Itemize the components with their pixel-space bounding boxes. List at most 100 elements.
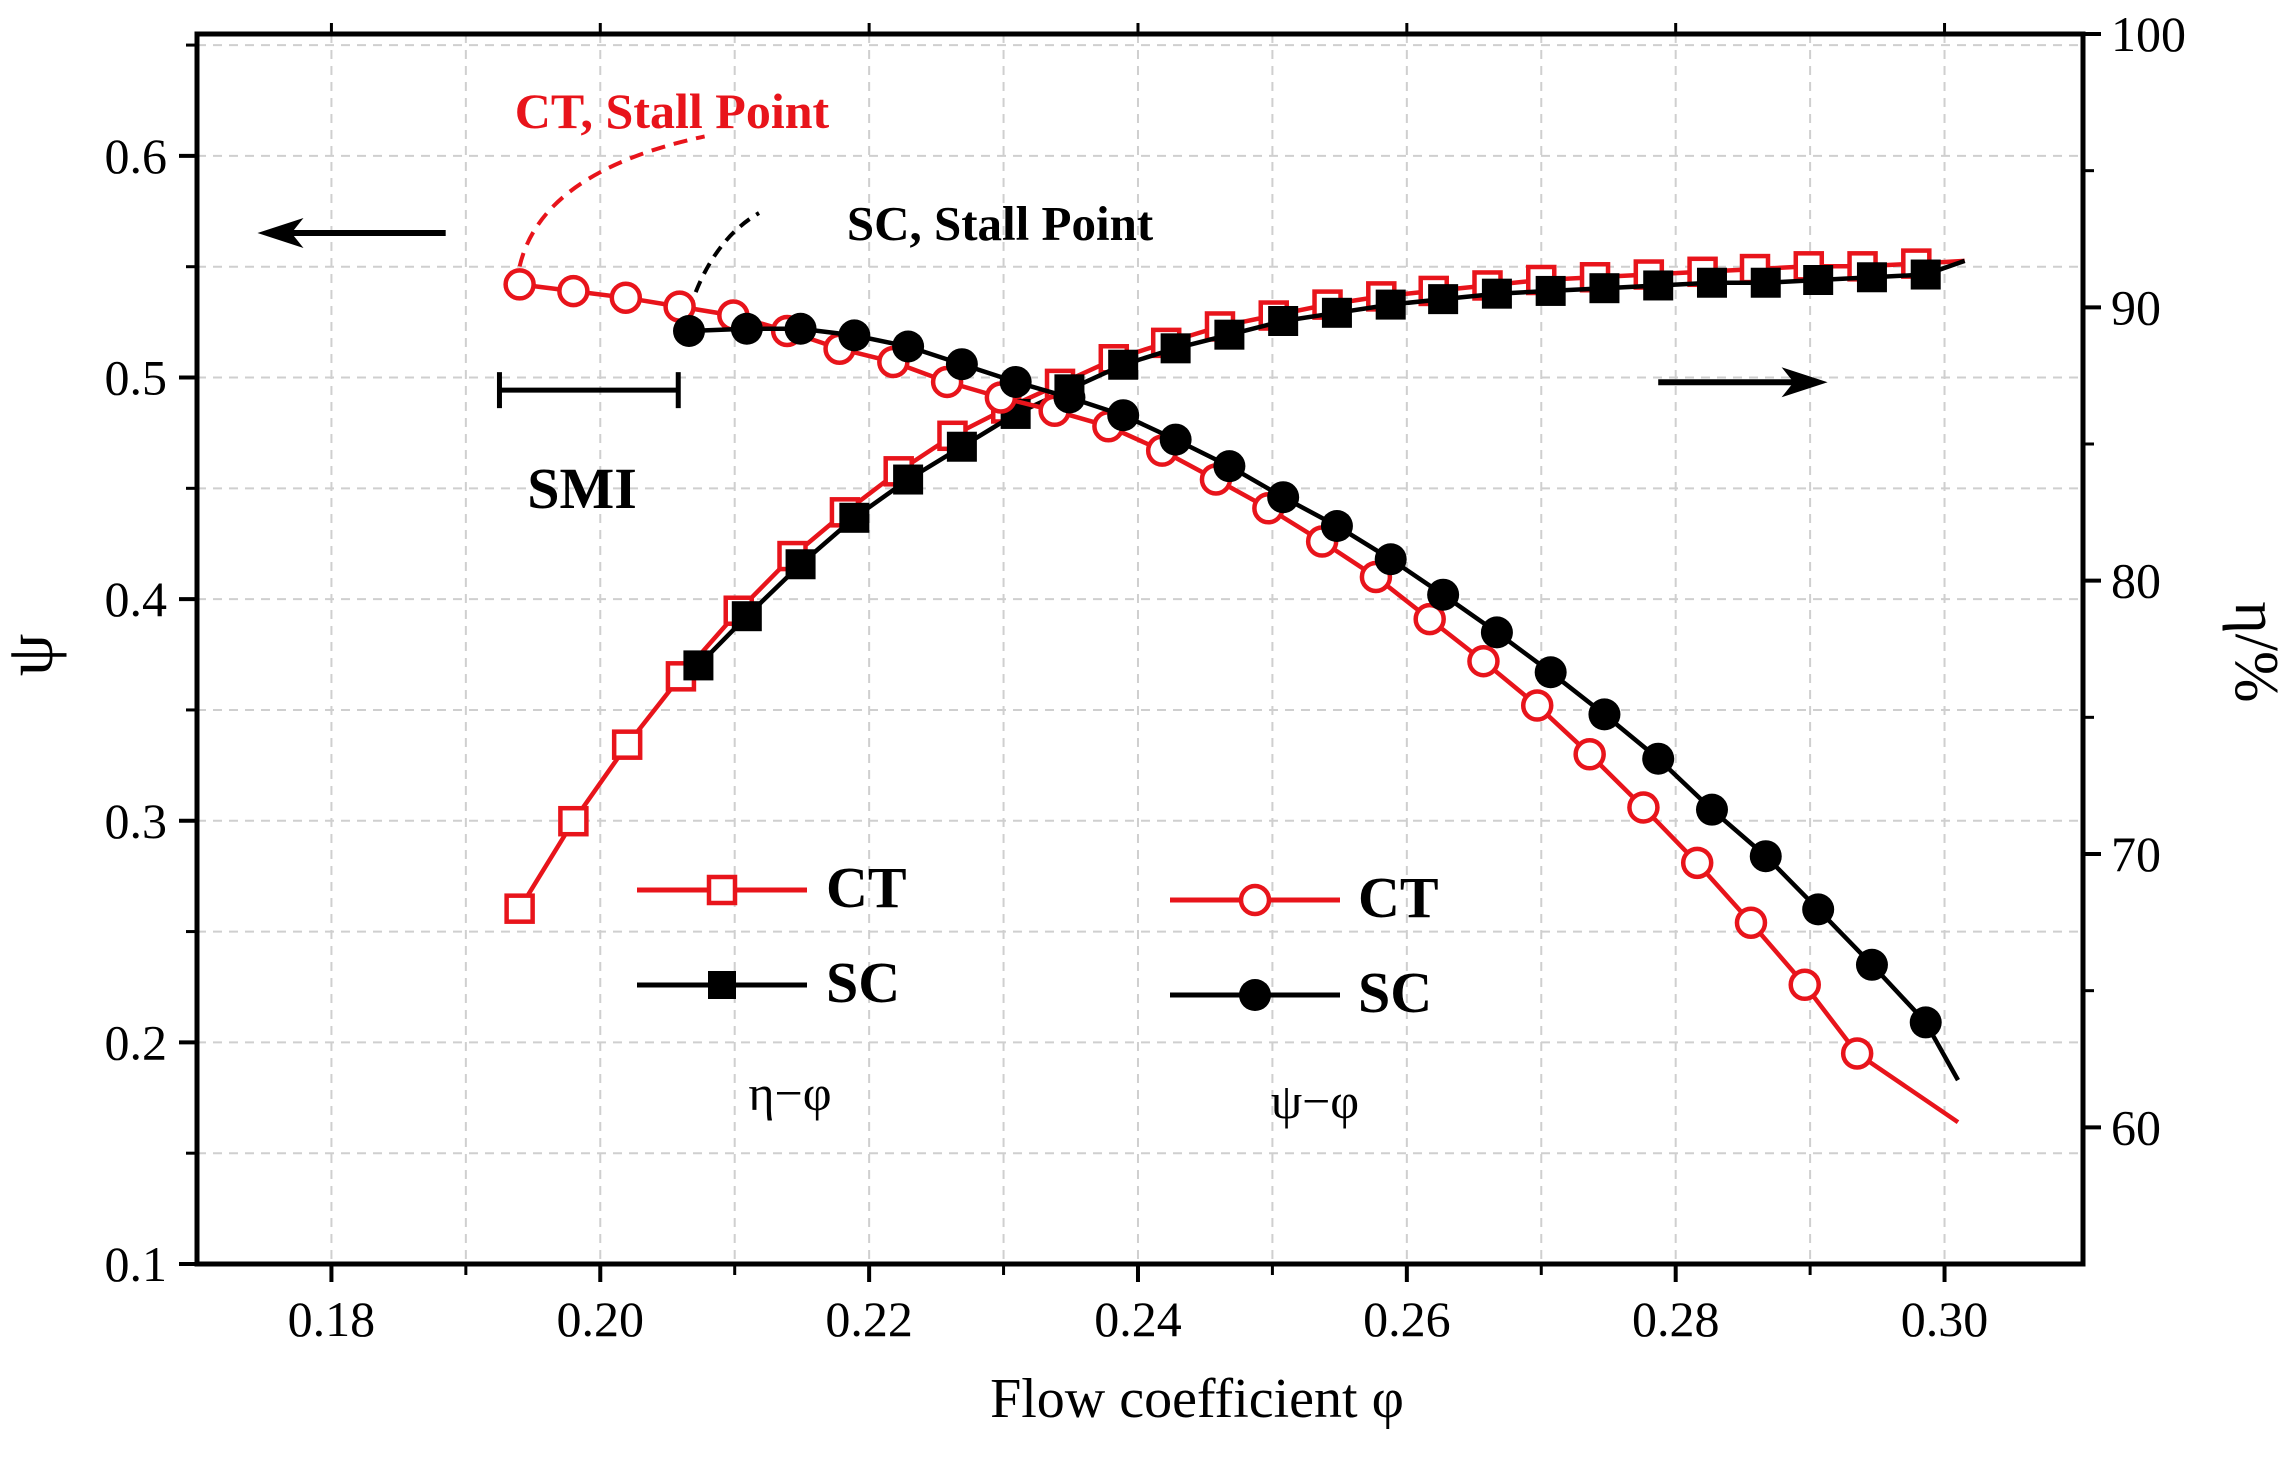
- data-point-eta-sc-12: [1321, 297, 1352, 328]
- data-point-eta-ct-1: [558, 805, 589, 837]
- x-tick-label-3: 0.24: [1094, 1291, 1182, 1347]
- data-point-psi-sc-12: [1320, 510, 1353, 542]
- data-point-psi-ct-23: [1734, 906, 1768, 939]
- data-point-eta-ct-0: [504, 893, 535, 924]
- data-point-psi-sc-11: [1267, 481, 1300, 514]
- plot-frame: [194, 31, 2086, 1267]
- data-point-psi-sc-16: [1534, 656, 1567, 689]
- leg-eta-sc-marker: [708, 971, 736, 999]
- legend-label-eta-ct: CT: [826, 855, 907, 920]
- y-left-tick-label-5: 0.6: [105, 128, 168, 184]
- y-left-tick-label-4: 0.5: [105, 350, 168, 406]
- data-point-psi-ct-2: [609, 281, 643, 314]
- data-point-psi-sc-7: [1053, 381, 1086, 414]
- legend-group-label-psi: ψ−φ: [1271, 1073, 1359, 1129]
- tick-labels: 0.18 0.20 0.22 0.24 0.26 0.28 0.30 0.1 0.2 0.3 0.4…: [105, 6, 2187, 1347]
- data-point-psi-sc-10: [1213, 450, 1246, 483]
- legend-entry-eta-ct: [637, 874, 807, 906]
- data-point-eta-sc-19: [1696, 267, 1727, 298]
- data-point-eta-sc-23: [1910, 259, 1941, 290]
- data-point-psi-ct-1: [557, 274, 590, 308]
- y-right-tick-label-1: 70: [2111, 826, 2161, 882]
- data-point-psi-sc-19: [1695, 793, 1728, 826]
- leg-psi-ct-marker: [1238, 883, 1272, 917]
- data-point-psi-sc-14: [1427, 578, 1460, 611]
- y-right-tick-label-2: 80: [2111, 553, 2161, 609]
- sc-stall-pointer: [687, 211, 761, 312]
- data-point-eta-sc-10: [1214, 319, 1245, 350]
- x-tick-label-1: 0.20: [557, 1291, 645, 1347]
- data-point-psi-sc-8: [1107, 399, 1140, 432]
- series-line-eta-ct: [517, 258, 1965, 910]
- data-point-psi-ct-17: [1413, 602, 1446, 636]
- data-point-eta-sc-1: [731, 601, 762, 632]
- y-right-axis-label: η/%: [2222, 601, 2286, 702]
- legend-entry-psi-sc: [1170, 979, 1340, 1011]
- x-axis-label: Flow coefficient φ: [990, 1368, 1404, 1430]
- sc-stall-point-label: SC, Stall Point: [847, 196, 1154, 251]
- legend-label-psi-ct: CT: [1358, 865, 1439, 930]
- series-psi-sc: [673, 312, 1960, 1082]
- data-point-psi-sc-5: [945, 348, 978, 381]
- data-point-eta-sc-0: [683, 650, 714, 681]
- data-point-psi-sc-23: [1909, 1006, 1942, 1039]
- y-left-tick-label-3: 0.4: [105, 571, 168, 627]
- data-point-psi-sc-22: [1855, 948, 1888, 981]
- data-point-psi-ct-18: [1467, 644, 1500, 678]
- data-point-psi-ct-24: [1788, 968, 1821, 1002]
- y-left-tick-label-1: 0.2: [105, 1014, 168, 1070]
- y-left-tick-label-2: 0.3: [105, 793, 168, 849]
- right-axis-arrow-head: [1781, 367, 1828, 398]
- annotation-lines: [257, 134, 1828, 409]
- data-point-eta-sc-8: [1108, 349, 1139, 380]
- data-point-psi-ct-0: [503, 268, 536, 301]
- data-point-psi-ct-19: [1520, 689, 1554, 722]
- smi-label: SMI: [527, 456, 637, 521]
- data-point-psi-sc-0: [673, 314, 705, 347]
- x-tick-label-0: 0.18: [288, 1291, 376, 1347]
- legend: CT SC CT SC η−φ ψ−φ: [637, 855, 1439, 1129]
- data-point-eta-sc-9: [1160, 333, 1191, 364]
- y-right-tick-label-3: 90: [2111, 279, 2161, 335]
- data-point-psi-sc-15: [1480, 616, 1513, 649]
- data-point-eta-sc-14: [1428, 284, 1459, 315]
- data-point-eta-sc-20: [1750, 267, 1781, 298]
- data-point-eta-sc-17: [1589, 273, 1620, 304]
- data-point-eta-sc-15: [1481, 278, 1512, 309]
- leg-eta-ct-marker: [706, 874, 738, 906]
- data-point-psi-ct-20: [1573, 738, 1606, 771]
- data-point-psi-sc-9: [1159, 423, 1192, 456]
- data-point-psi-sc-17: [1588, 698, 1621, 731]
- data-point-psi-sc-18: [1642, 742, 1675, 775]
- data-point-eta-sc-16: [1535, 275, 1566, 306]
- data-point-eta-ct-2: [611, 729, 643, 760]
- ct-stall-point-label: CT, Stall Point: [515, 83, 830, 139]
- data-point-psi-sc-3: [838, 319, 871, 352]
- y-left-tick-label-0: 0.1: [105, 1236, 168, 1292]
- data-point-psi-sc-21: [1802, 893, 1835, 926]
- data-point-psi-sc-2: [784, 312, 817, 345]
- axis-ticks: [179, 23, 2101, 1282]
- data-point-psi-sc-1: [730, 312, 763, 345]
- data-point-eta-sc-22: [1856, 262, 1887, 293]
- y-right-tick-label-4: 100: [2111, 6, 2186, 62]
- y-left-axis-label: ψ: [0, 634, 67, 677]
- y-right-tick-label-0: 60: [2111, 1099, 2161, 1155]
- legend-entry-eta-sc: [637, 971, 807, 999]
- data-point-psi-sc-4: [892, 330, 925, 363]
- data-point-eta-sc-4: [893, 464, 924, 495]
- x-tick-label-5: 0.28: [1632, 1291, 1720, 1347]
- x-tick-label-4: 0.26: [1363, 1291, 1451, 1347]
- data-point-psi-sc-13: [1374, 543, 1407, 576]
- data-point-eta-sc-13: [1375, 289, 1406, 320]
- legend-entry-psi-ct: [1170, 883, 1340, 917]
- x-tick-label-2: 0.22: [825, 1291, 913, 1347]
- data-point-eta-sc-5: [946, 431, 977, 462]
- data-point-psi-sc-6: [999, 365, 1032, 398]
- legend-group-label-eta: η−φ: [748, 1065, 831, 1121]
- x-tick-label-6: 0.30: [1901, 1291, 1989, 1347]
- data-point-eta-sc-11: [1268, 306, 1299, 336]
- data-point-psi-ct-21: [1627, 791, 1660, 824]
